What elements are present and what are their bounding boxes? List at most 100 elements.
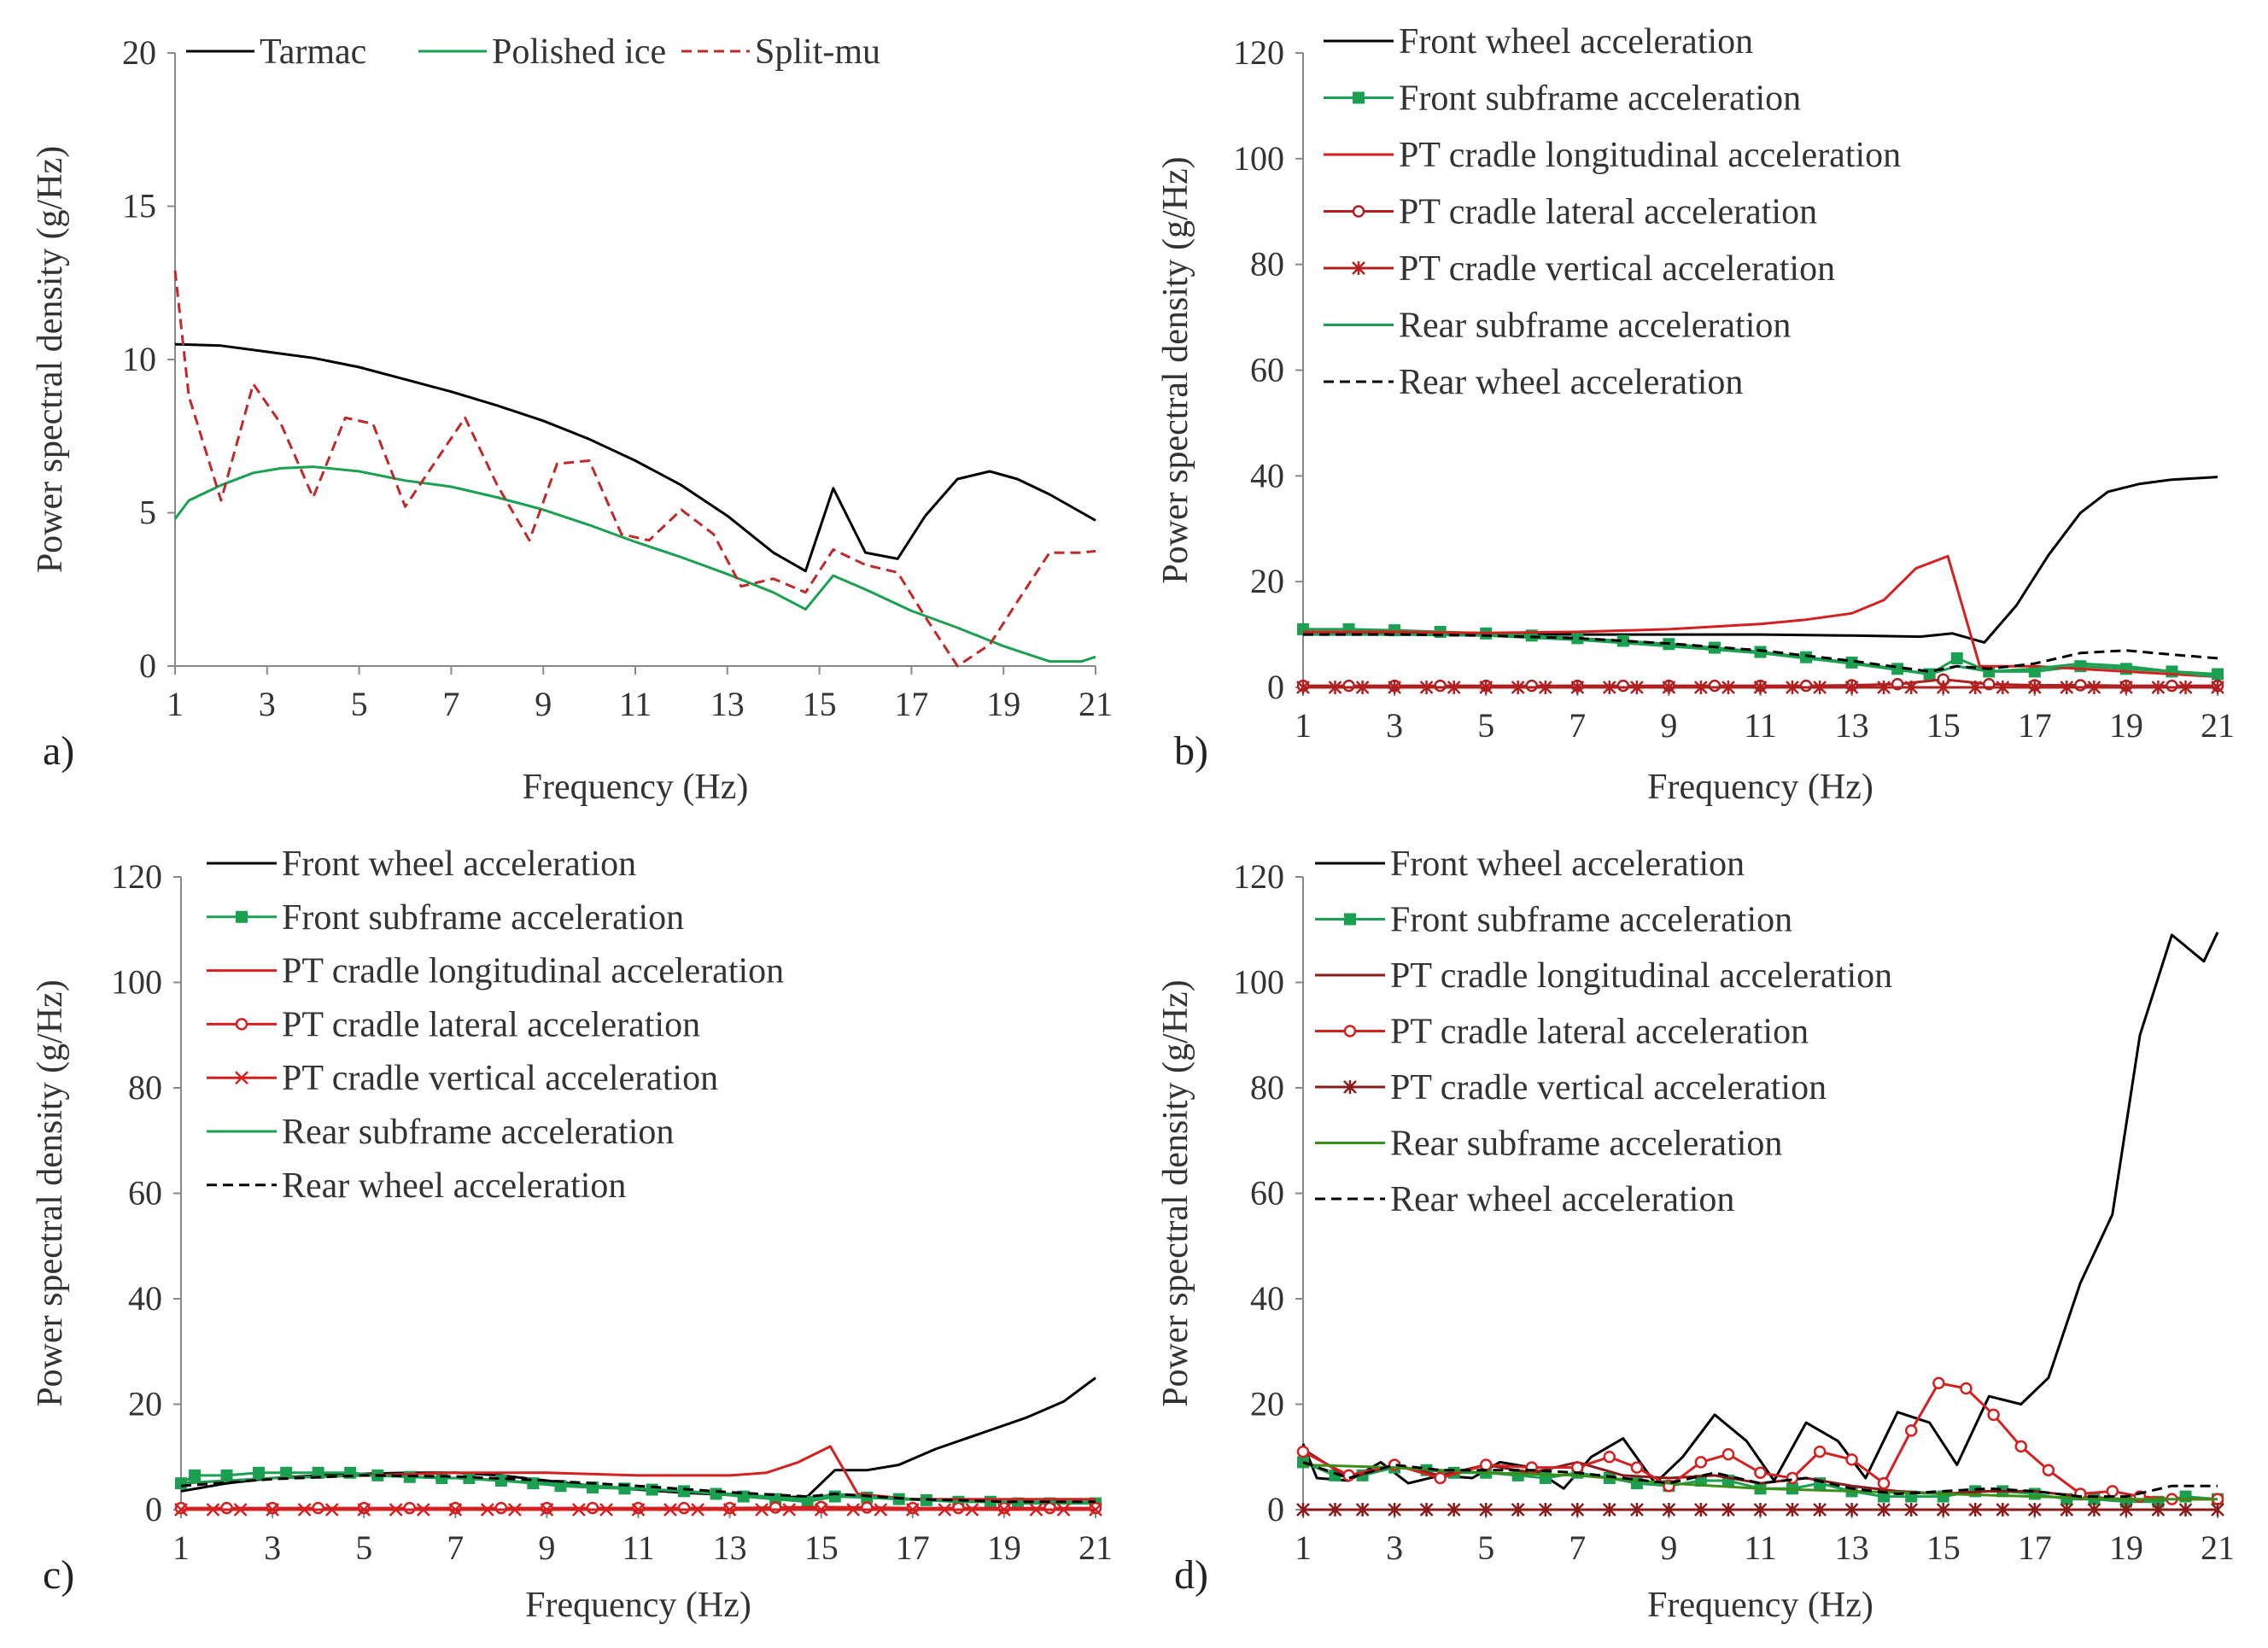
legend-marker <box>1343 1080 1357 1094</box>
legend-item-rear-wheel-acceleration: Rear wheel acceleration <box>1324 363 1743 402</box>
data-point <box>828 1490 841 1503</box>
data-point <box>1029 1503 1043 1517</box>
y-tick-label: 0 <box>1267 668 1284 706</box>
data-point <box>1296 1503 1310 1517</box>
data-point <box>1602 1503 1616 1517</box>
legend-item-front-wheel-acceleration: Front wheel acceleration <box>1324 22 1753 61</box>
y-tick-label: 5 <box>139 494 156 532</box>
legend-marker <box>235 1071 248 1085</box>
data-point <box>691 1503 704 1517</box>
data-point <box>1355 681 1370 694</box>
data-point <box>2178 1503 2193 1517</box>
legend-label: PT cradle vertical acceleration <box>282 1059 718 1098</box>
data-point <box>1753 681 1768 694</box>
series-line <box>1302 1460 2218 1499</box>
data-point <box>938 1503 952 1517</box>
data-point <box>2211 1503 2224 1517</box>
data-point <box>312 1501 324 1515</box>
data-point <box>905 1503 920 1517</box>
legend-item-rear-subframe-acceleration: Rear subframe acceleration <box>1315 1125 1782 1164</box>
x-tick-label: 19 <box>2109 1528 2143 1567</box>
y-tick-label: 40 <box>128 1279 162 1318</box>
data-point <box>1968 681 1983 694</box>
legend-item-rear-wheel-acceleration: Rear wheel acceleration <box>1315 1180 1734 1219</box>
data-point <box>480 1503 494 1517</box>
data-point <box>2042 1464 2055 1476</box>
data-point <box>1968 1503 1983 1517</box>
x-tick-label: 5 <box>1477 706 1494 745</box>
series-line <box>173 270 1096 668</box>
legend-label: PT cradle longitudinal acceleration <box>1390 956 1892 996</box>
data-point <box>769 1501 782 1514</box>
data-point <box>1844 681 1859 694</box>
y-tick-label: 100 <box>111 963 162 1002</box>
y-tick-label: 100 <box>1233 139 1284 178</box>
x-tick-label: 11 <box>1744 1528 1777 1567</box>
x-tick-label: 5 <box>351 685 368 723</box>
x-tick-label: 15 <box>803 685 837 723</box>
series-line <box>1302 476 2218 644</box>
x-tick-label: 11 <box>619 685 652 723</box>
data-point <box>1342 679 1355 693</box>
data-point <box>1419 1503 1434 1517</box>
data-point <box>189 1469 202 1481</box>
x-tick-label: 15 <box>1926 1528 1961 1567</box>
data-point <box>572 1503 586 1517</box>
data-point <box>2074 660 2087 673</box>
data-point <box>861 1501 874 1514</box>
data-point <box>1296 681 1310 694</box>
series-rear-subframe-acceleration <box>1302 1464 2218 1501</box>
data-point <box>2151 681 2166 694</box>
data-point <box>1786 1471 1799 1485</box>
legend-label: Front wheel acceleration <box>282 844 636 884</box>
legend-label: Tarmac <box>260 32 366 72</box>
y-tick-label: 10 <box>122 340 156 378</box>
x-tick-label: 3 <box>1386 1528 1403 1567</box>
data-point <box>723 1501 736 1515</box>
legend-item-split-mu: Split-mu <box>681 32 880 72</box>
series-line <box>1303 633 2218 673</box>
x-tick-label: 21 <box>2201 706 2235 745</box>
data-point <box>1694 1503 1708 1517</box>
x-tick-label: 9 <box>1660 706 1677 745</box>
y-axis-title: Power spectral density (g/Hz) <box>31 979 70 1406</box>
data-point <box>1694 1456 1708 1469</box>
data-point <box>174 1501 188 1515</box>
data-point <box>1813 1503 1827 1517</box>
legend-item-rear-subframe-acceleration: Rear subframe acceleration <box>1324 307 1791 346</box>
series-front-wheel-acceleration <box>1302 476 2218 644</box>
data-point <box>2027 1503 2042 1517</box>
y-tick-label: 40 <box>1250 1279 1284 1318</box>
x-tick-label: 9 <box>1660 1528 1677 1567</box>
data-point <box>1479 1458 1493 1471</box>
data-point <box>1877 681 1891 694</box>
legend-label: Front subframe acceleration <box>1390 901 1792 940</box>
data-point <box>1328 1503 1342 1517</box>
legend: Tarmac Polished ice Split-mu <box>186 32 880 72</box>
series-rear-wheel-acceleration <box>180 1474 1096 1504</box>
x-axis-title: Frequency (Hz) <box>525 1586 751 1625</box>
legend-label: Polished ice <box>492 32 666 72</box>
y-tick-label: 20 <box>1250 562 1284 600</box>
legend-item-front-wheel-acceleration: Front wheel acceleration <box>207 844 636 884</box>
legend-marker <box>1352 261 1365 275</box>
y-tick-label: 80 <box>1250 1068 1284 1107</box>
data-point <box>1447 681 1461 694</box>
series-line <box>1302 1464 2218 1501</box>
x-tick-label: 21 <box>2201 1528 2235 1567</box>
series-pt-cradle-longitudinal-acceleration <box>1303 554 2218 679</box>
y-tick-label: 20 <box>1250 1385 1284 1423</box>
x-tick-label: 9 <box>538 1528 555 1567</box>
data-point <box>846 1503 861 1517</box>
legend: Front wheel acceleration Front subframe a… <box>207 844 784 1206</box>
panel-label: d) <box>1174 1552 1208 1598</box>
data-point <box>1043 1501 1056 1515</box>
x-tick-label: 19 <box>987 1528 1021 1567</box>
series-line <box>174 342 1096 573</box>
legend-item-pt-cradle-vertical-acceleration: PT cradle vertical acceleration <box>1315 1068 1827 1107</box>
x-tick-label: 9 <box>535 685 552 723</box>
data-point <box>1434 679 1447 693</box>
